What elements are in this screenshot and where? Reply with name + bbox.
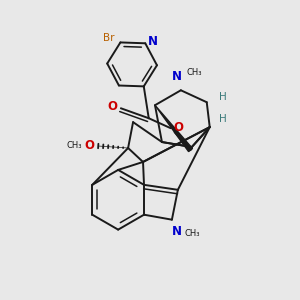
Text: CH₃: CH₃	[184, 229, 200, 238]
Text: O: O	[174, 121, 184, 134]
Text: CH₃: CH₃	[67, 140, 82, 149]
Text: O: O	[107, 100, 117, 113]
Text: Br: Br	[103, 33, 114, 43]
Text: H: H	[219, 92, 226, 102]
Text: O: O	[84, 139, 94, 152]
Text: N: N	[172, 225, 182, 238]
Text: N: N	[172, 70, 182, 83]
Text: N: N	[148, 35, 158, 48]
Polygon shape	[155, 105, 193, 152]
Text: CH₃: CH₃	[186, 68, 202, 77]
Text: H: H	[219, 114, 226, 124]
